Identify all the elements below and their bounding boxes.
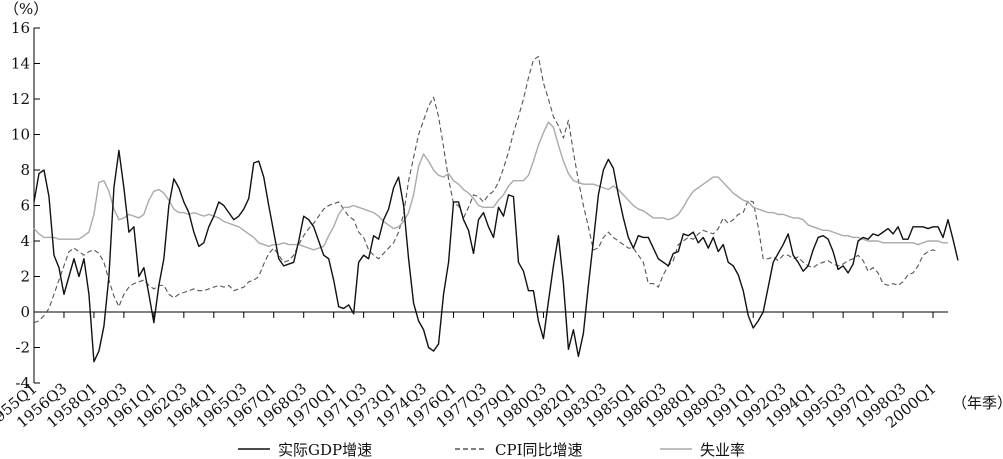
- y-ticks-group: -4 -2 0 2 4 6 8 10 12 14 16: [11, 19, 40, 392]
- legend-label: 失业率: [700, 441, 745, 459]
- y-tick-label: -4: [15, 374, 30, 392]
- legend-label: 实际GDP增速: [278, 441, 372, 459]
- y-tick-label: 4: [20, 232, 30, 250]
- legend-label: CPI同比增速: [495, 441, 583, 459]
- y-axis-title: （%）: [4, 0, 48, 18]
- series-line-2: [33, 55, 939, 324]
- x-axis-title: （年季）: [952, 394, 1003, 412]
- y-tick-label: 6: [20, 197, 30, 215]
- y-tick-label: 16: [11, 19, 30, 37]
- series-line-1: [33, 149, 959, 363]
- y-tick-label: -2: [15, 339, 30, 357]
- y-tick-label: 2: [20, 268, 30, 286]
- y-tick-label: 12: [11, 90, 30, 108]
- legend: 实际GDP增速 CPI同比增速 失业率: [238, 441, 745, 459]
- x-ticks-group: 1955Q11956Q31958Q11959Q31961Q11962Q31964…: [0, 312, 940, 432]
- series-group: [33, 55, 959, 363]
- series-line-3: [33, 121, 948, 251]
- y-tick-label: 0: [20, 303, 30, 321]
- y-tick-label: 8: [20, 161, 30, 179]
- y-tick-label: 14: [11, 55, 30, 73]
- y-tick-label: 10: [11, 126, 30, 144]
